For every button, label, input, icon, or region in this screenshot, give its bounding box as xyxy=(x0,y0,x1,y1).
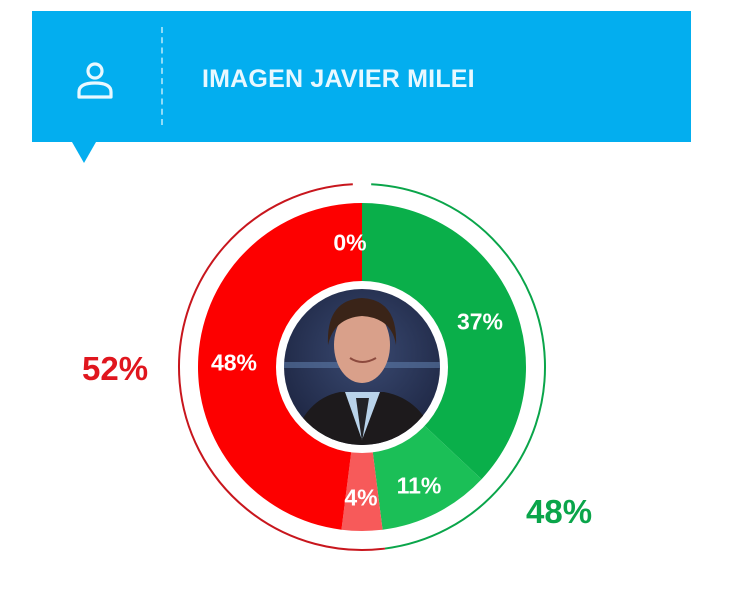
segment-label-negative-moderate: 4% xyxy=(344,484,378,511)
segment-label-other: 0% xyxy=(333,229,367,256)
segment-label-positive-moderate: 11% xyxy=(396,472,442,499)
donut-segment xyxy=(372,421,482,530)
positive-total-label: 48% xyxy=(526,493,593,530)
outer-ring xyxy=(178,183,546,551)
segment-label-negative-strong: 48% xyxy=(210,349,258,376)
page-title: IMAGEN JAVIER MILEI xyxy=(202,65,475,93)
donut-segment xyxy=(341,446,383,531)
outer-ring-negative xyxy=(178,183,386,551)
segment-label-positive-strong: 37% xyxy=(456,308,504,335)
header-pointer xyxy=(72,142,96,163)
header-divider xyxy=(161,27,163,125)
header-banner: IMAGEN JAVIER MILEI xyxy=(32,11,691,142)
negative-total-label: 52% xyxy=(82,350,149,387)
outer-ring-positive xyxy=(371,183,546,550)
user-icon xyxy=(77,62,113,99)
